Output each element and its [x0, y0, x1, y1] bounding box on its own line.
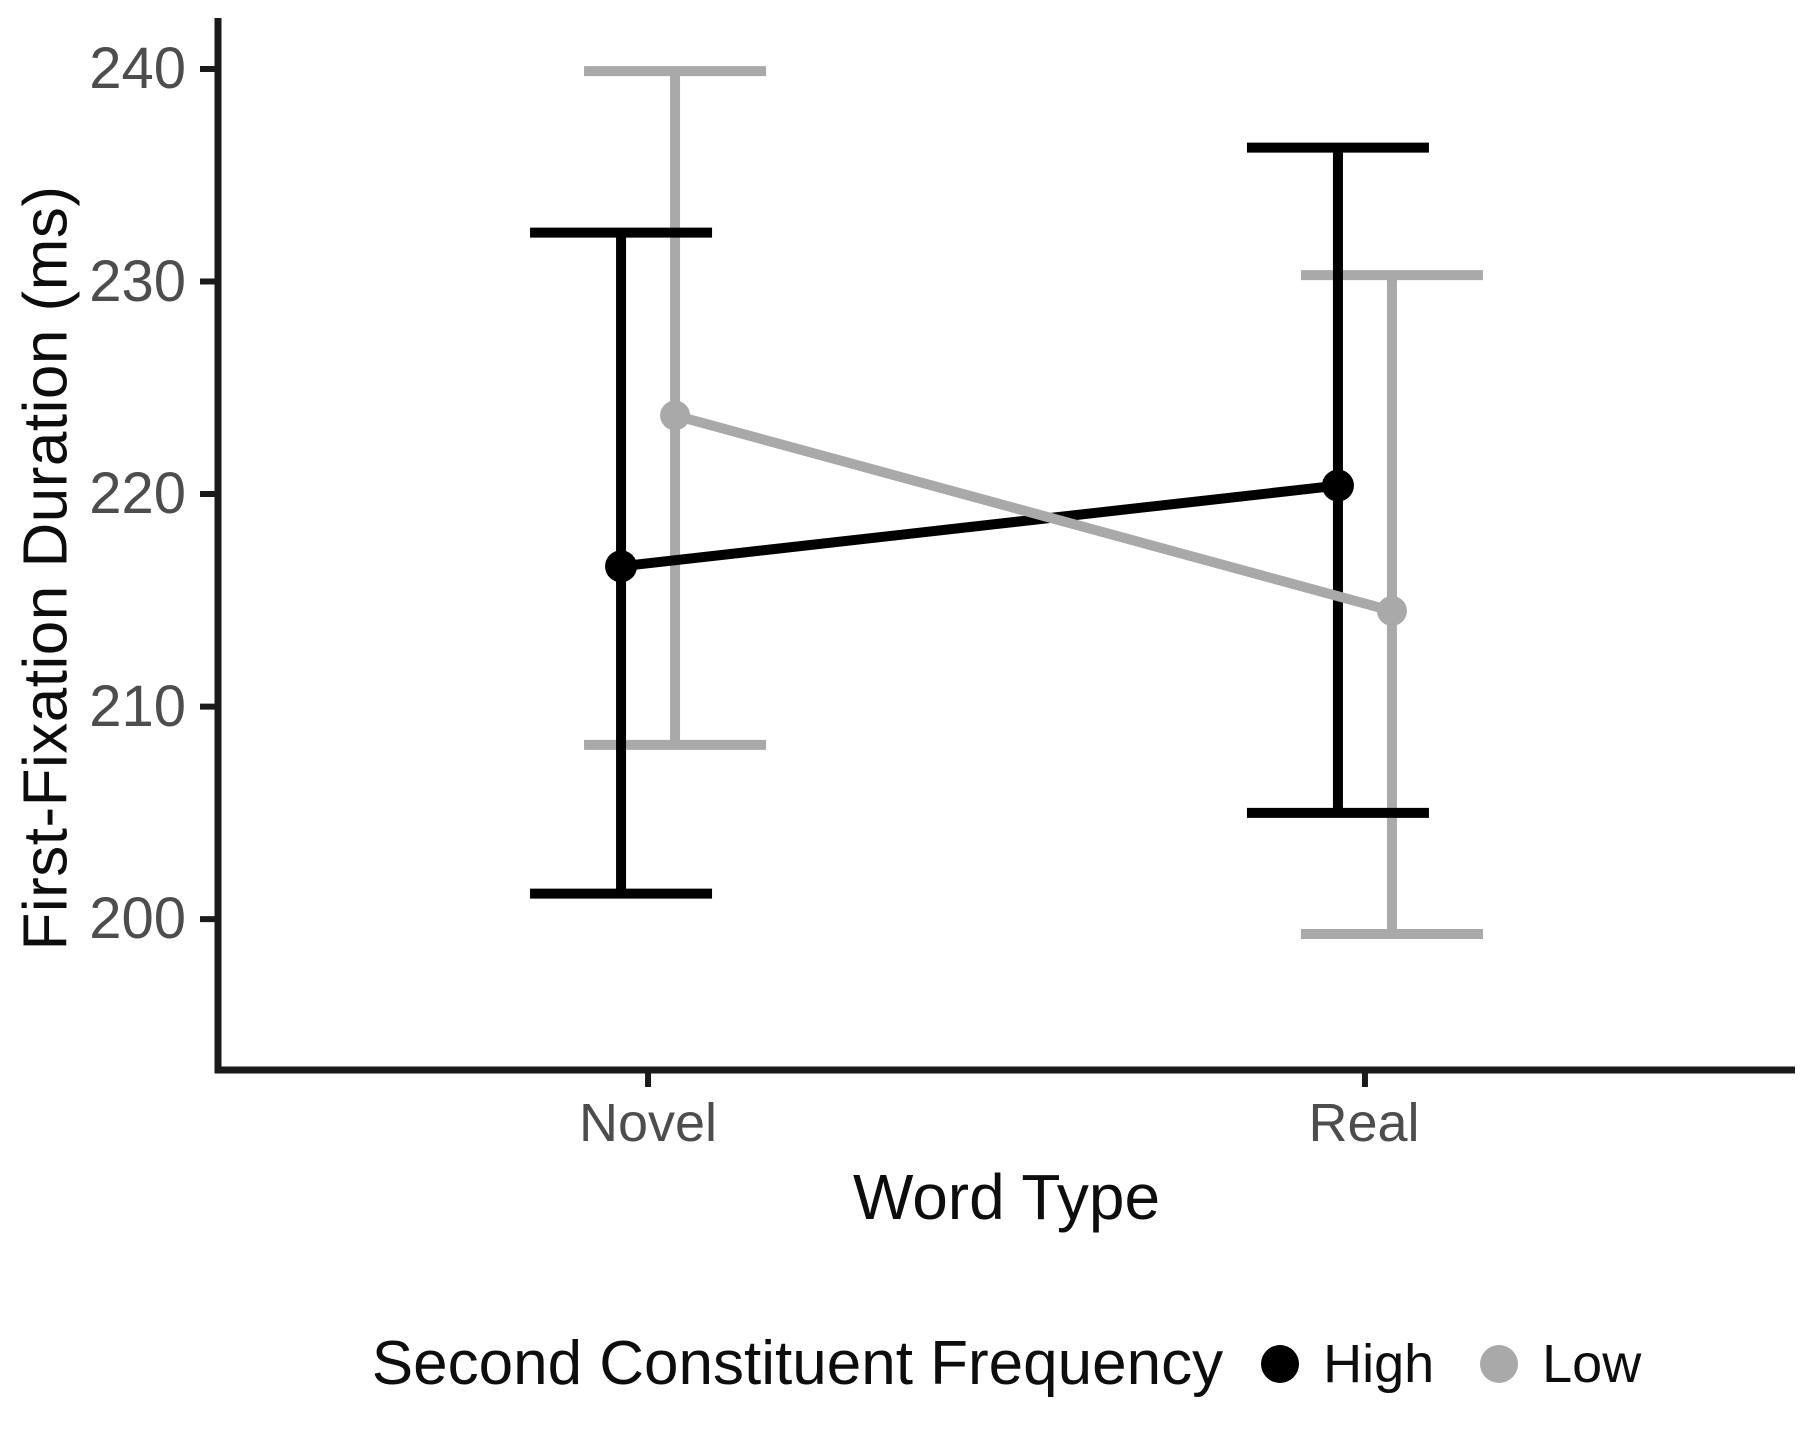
- y-tick-label: 200: [89, 886, 186, 952]
- legend-label-high: High: [1323, 1333, 1435, 1394]
- legend-label-low: Low: [1542, 1333, 1642, 1394]
- legend-marker-low-icon: [1480, 1344, 1519, 1383]
- x-axis-title: Word Type: [852, 1161, 1161, 1233]
- legend-item-high: High: [1261, 1333, 1434, 1395]
- data-point-low-real: [1376, 595, 1407, 626]
- y-tick-label: 210: [89, 673, 186, 739]
- axis-lines: [214, 18, 1795, 1074]
- y-axis-tick-labels: 240 230 220 210 200: [0, 0, 186, 1100]
- legend-marker-high-icon: [1261, 1344, 1300, 1383]
- y-tick-label: 220: [89, 461, 186, 527]
- data-point-high-novel: [605, 550, 638, 583]
- y-axis-title: First-Fixation Duration (ms): [11, 185, 81, 951]
- legend-item-low: Low: [1480, 1333, 1641, 1395]
- x-tick-label-novel: Novel: [578, 1093, 718, 1153]
- x-tick-label-real: Real: [1308, 1093, 1420, 1153]
- data-point-high-real: [1321, 469, 1354, 502]
- series-line-high: [620, 480, 1339, 572]
- y-tick-label: 240: [89, 36, 186, 101]
- series-line-low: [673, 410, 1394, 616]
- y-tick-label: 230: [89, 248, 186, 314]
- legend-title: Second Constituent Frequency: [371, 1329, 1224, 1398]
- legend: Second Constituent Frequency High Low: [218, 1328, 1795, 1399]
- data-point-low-novel: [660, 400, 691, 431]
